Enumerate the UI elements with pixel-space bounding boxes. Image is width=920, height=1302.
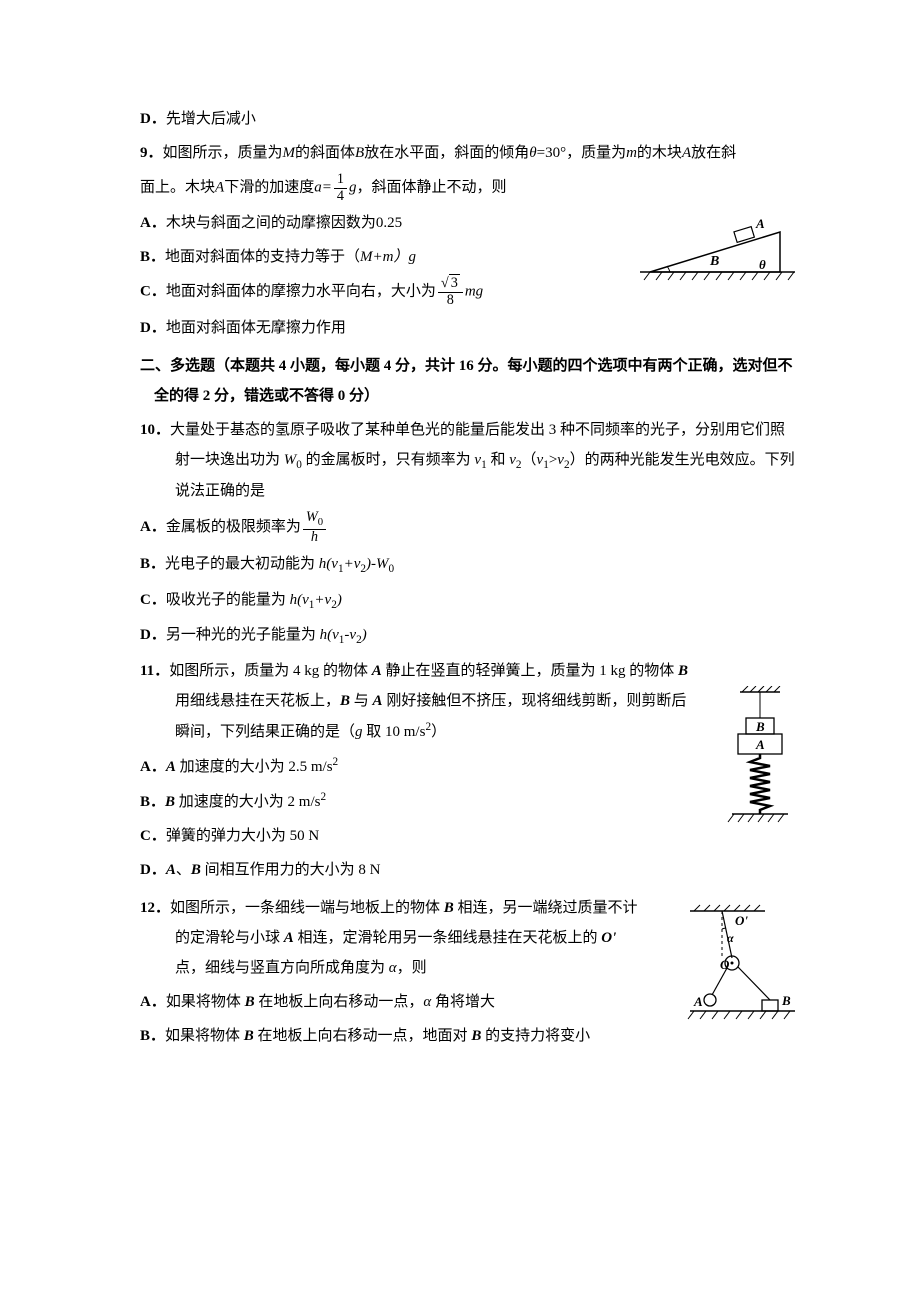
option-label-d: D． bbox=[140, 111, 166, 127]
fraction-1-4: 14 bbox=[334, 172, 347, 204]
q9-number: 9． bbox=[140, 145, 163, 161]
svg-text:B: B bbox=[709, 254, 719, 269]
q10-number: 10． bbox=[140, 422, 170, 438]
q9-option-d: D．地面对斜面体无摩擦力作用 bbox=[140, 313, 800, 343]
svg-text:A: A bbox=[693, 994, 703, 1009]
fraction-sqrt3-8: √38 bbox=[438, 276, 463, 308]
svg-text:θ: θ bbox=[759, 257, 766, 272]
q8-option-d: D．先增大后减小 bbox=[140, 104, 800, 134]
q10-option-a: A．金属板的极限频率为W0h bbox=[140, 510, 800, 545]
svg-text:B: B bbox=[781, 993, 791, 1008]
q12-figure: O' α O A B bbox=[660, 903, 800, 1044]
q11-figure: B A bbox=[720, 686, 800, 847]
q9-stem-line1: 9．如图所示，质量为M的斜面体B放在水平面，斜面的倾角θ=30°，质量为m的木块… bbox=[140, 138, 800, 168]
question-12: O' α O A B 12．如图所示，一条细线一端与地板上的物体 B 相连，另一… bbox=[140, 893, 800, 1055]
q11-number: 11． bbox=[140, 663, 169, 679]
q10-stem: 10．大量处于基态的氢原子吸收了某种单色光的能量后能发出 3 种不同频率的光子，… bbox=[175, 415, 800, 507]
pulley-diagram: O' α O A B bbox=[660, 903, 800, 1033]
q11-stem: 11．如图所示，质量为 4 kg 的物体 A 静止在竖直的轻弹簧上，质量为 1 … bbox=[175, 656, 800, 747]
q11-option-c: C．弹簧的弹力大小为 50 N bbox=[140, 821, 800, 851]
q11-option-b: B．B 加速度的大小为 2 m/s2 bbox=[140, 786, 800, 817]
fraction-w0-h: W0h bbox=[303, 510, 326, 545]
question-11: B A 11．如图所示，质量为 4 kg 的物体 A 静止在竖直的轻弹簧上，质量… bbox=[140, 656, 800, 889]
q10-option-c: C．吸收光子的能量为 h(v1+v2) bbox=[140, 585, 800, 617]
svg-text:O': O' bbox=[735, 913, 748, 928]
q11-option-d: D．A、B 间相互作用力的大小为 8 N bbox=[140, 855, 800, 885]
svg-text:A: A bbox=[755, 216, 765, 231]
q9-figure: A B θ bbox=[640, 212, 800, 303]
q9-stem-line2: 面上。木块A下滑的加速度a=14g，斜面体静止不动，则 bbox=[140, 172, 800, 204]
q10-option-b: B．光电子的最大初动能为 h(v1+v2)-W0 bbox=[140, 549, 800, 581]
svg-text:A: A bbox=[755, 737, 765, 752]
section-2-header: 二、多选题（本题共 4 小题，每小题 4 分，共计 16 分。每小题的四个选项中… bbox=[154, 351, 800, 411]
svg-text:B: B bbox=[755, 719, 765, 734]
question-10: 10．大量处于基态的氢原子吸收了某种单色光的能量后能发出 3 种不同频率的光子，… bbox=[140, 415, 800, 652]
question-9: 9．如图所示，质量为M的斜面体B放在水平面，斜面的倾角θ=30°，质量为m的木块… bbox=[140, 138, 800, 347]
incline-diagram: A B θ bbox=[640, 212, 800, 292]
svg-text:O: O bbox=[720, 957, 730, 972]
q8-d-text: 先增大后减小 bbox=[166, 111, 256, 127]
q12-number: 12． bbox=[140, 900, 170, 916]
q10-option-d: D．另一种光的光子能量为 h(v1-v2) bbox=[140, 620, 800, 652]
svg-text:α: α bbox=[727, 931, 734, 945]
spring-diagram: B A bbox=[720, 686, 800, 836]
q11-option-a: A．A 加速度的大小为 2.5 m/s2 bbox=[140, 751, 800, 782]
